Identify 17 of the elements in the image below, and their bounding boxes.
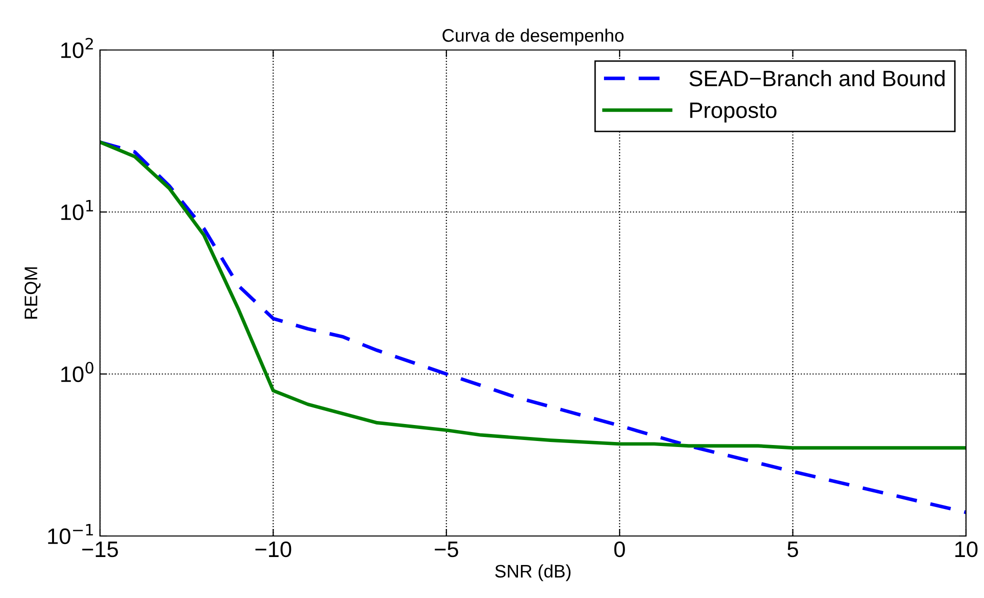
- line-series: [100, 140, 966, 514]
- y-tick-label: 10$^{1}$: [61, 200, 93, 220]
- x-tick-label: −5: [434, 542, 458, 558]
- x-tick-label: 10: [955, 541, 978, 558]
- x-tick-label: 5: [788, 542, 798, 558]
- y-tick-label: 10$^{2}$: [61, 38, 93, 58]
- legend-label: SEAD−Branch and Bound: [689, 70, 945, 86]
- chart-title: Curva de desempenho: [442, 28, 624, 46]
- x-tick-label: 0: [614, 541, 625, 558]
- x-axis-title: SNR (dB): [495, 564, 571, 582]
- x-tick-label: −15: [82, 542, 118, 558]
- line-series: [100, 140, 966, 450]
- y-axis-title: REQM: [24, 267, 41, 319]
- y-tick-label: 10$^{−1}$: [48, 524, 93, 544]
- x-tick-label: −10: [255, 541, 292, 558]
- y-tick-label: 10$^{0}$: [61, 362, 94, 382]
- legend-label: Proposto: [690, 102, 776, 123]
